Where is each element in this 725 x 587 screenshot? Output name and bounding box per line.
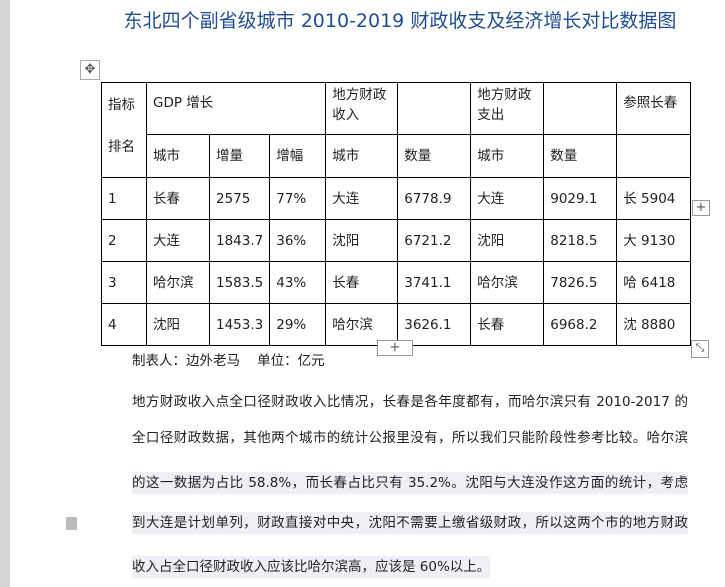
sub-header-cell: 增幅 <box>269 134 327 178</box>
header-cell: 指标 排名 <box>101 82 147 178</box>
table-cell: 77% <box>269 177 327 220</box>
table-cell: 7826.5 <box>543 261 618 304</box>
add-row-button[interactable]: + <box>377 340 413 356</box>
table-cell: 哈尔滨 <box>325 303 399 346</box>
table-cell: 沈 8880 <box>616 303 692 346</box>
add-column-button[interactable]: + <box>692 200 710 216</box>
header-cell <box>397 82 472 135</box>
table-move-handle[interactable]: ✥ <box>80 60 100 80</box>
table-cell: 3626.1 <box>397 303 472 346</box>
resize-handle[interactable]: ⤡ <box>691 340 709 358</box>
sub-header-cell: 数量 <box>397 134 472 178</box>
table-caption: 制表人：边外老马 单位：亿元 <box>132 353 325 369</box>
table-cell: 大连 <box>470 177 545 220</box>
table-cell: 36% <box>269 219 327 262</box>
sub-header-cell: 城市 <box>146 134 210 178</box>
table-cell: 沈阳 <box>325 219 399 262</box>
table-cell: 43% <box>269 261 327 304</box>
table-cell: 长 5904 <box>616 177 692 220</box>
table-cell: 6968.2 <box>543 303 618 346</box>
header-cell: 参照长春 <box>616 82 692 135</box>
table-cell: 3 <box>101 261 147 304</box>
sub-header-cell: 城市 <box>325 134 399 178</box>
table-cell: 29% <box>269 303 327 346</box>
document-icon[interactable] <box>66 517 77 530</box>
document-title: 东北四个副省级城市 2010-2019 财政收支及经济增长对比数据图 <box>123 10 677 32</box>
page-edge <box>0 0 10 587</box>
header-cell: GDP 增长 <box>145 82 327 135</box>
table-cell: 2 <box>101 219 147 262</box>
sub-header-cell: 数量 <box>543 134 618 178</box>
header-cell: 地方财政支出 <box>470 82 545 135</box>
header-text: 指标 <box>108 97 135 113</box>
table-cell: 大连 <box>325 177 399 220</box>
table-cell: 哈 6418 <box>616 261 692 304</box>
table-cell: 9029.1 <box>543 177 618 220</box>
table-cell: 2575 <box>208 177 271 220</box>
header-text: 排名 <box>108 139 135 155</box>
table-cell: 沈阳 <box>146 303 210 346</box>
table-row: 2 大连 1843.7 36% 沈阳 6721.2 沈阳 8218.5 大 9130 <box>101 219 692 262</box>
table-cell: 4 <box>101 303 147 346</box>
sub-header-cell <box>616 134 692 178</box>
table-row: 4 沈阳 1453.3 29% 哈尔滨 3626.1 长春 6968.2 沈 8880 <box>101 303 692 346</box>
table-cell: 大连 <box>146 219 210 262</box>
table-cell: 8218.5 <box>543 219 618 262</box>
paragraph-line: 收入占全口径财政收入应该比哈尔滨高，应该是 60%以上。 <box>132 556 491 578</box>
table-cell: 大 9130 <box>616 219 692 262</box>
paragraph-line: 地方财政收入点全口径财政收入比情况，长春是各年度都有，而哈尔滨只有 2010-2… <box>132 394 688 410</box>
table-row: 3 哈尔滨 1583.5 43% 长春 3741.1 哈尔滨 7826.5 哈 6418 <box>101 261 692 304</box>
table-cell: 1453.3 <box>208 303 271 346</box>
table-cell: 1583.5 <box>208 261 271 304</box>
paragraph-line: 的这一数据为占比 58.8%，而长春占比只有 35.2%。沈阳与大连没作这方面的… <box>132 472 688 494</box>
table-cell: 1843.7 <box>208 219 271 262</box>
table-cell: 1 <box>101 177 147 220</box>
table-cell: 长春 <box>470 303 545 346</box>
table-cell: 6778.9 <box>397 177 472 220</box>
table-cell: 6721.2 <box>397 219 472 262</box>
table-cell: 3741.1 <box>397 261 472 304</box>
header-cell <box>543 82 618 135</box>
table-cell: 长春 <box>146 177 210 220</box>
paragraph-line: 到大连是计划单列，财政直接对中央，沈阳不需要上缴省级财政，所以这两个市的地方财政 <box>132 512 688 534</box>
table-row: 1 长春 2575 77% 大连 6778.9 大连 9029.1 长 5904 <box>101 177 692 220</box>
table-cell: 哈尔滨 <box>470 261 545 304</box>
table-cell: 哈尔滨 <box>146 261 210 304</box>
table-cell: 沈阳 <box>470 219 545 262</box>
data-table: 指标 排名 GDP 增长 地方财政收入 地方财政支出 参照长春 城市 增量 增幅 城市数… <box>101 82 692 346</box>
table-cell: 长春 <box>325 261 399 304</box>
sub-header-cell: 城市 <box>470 134 545 178</box>
header-cell: 地方财政收入 <box>325 82 399 135</box>
paragraph-line: 全口径财政数据，其他两个城市的统计公报里没有，所以我们只能阶段性参考比较。哈尔滨 <box>132 430 688 446</box>
sub-header-cell: 增量 <box>208 134 271 178</box>
